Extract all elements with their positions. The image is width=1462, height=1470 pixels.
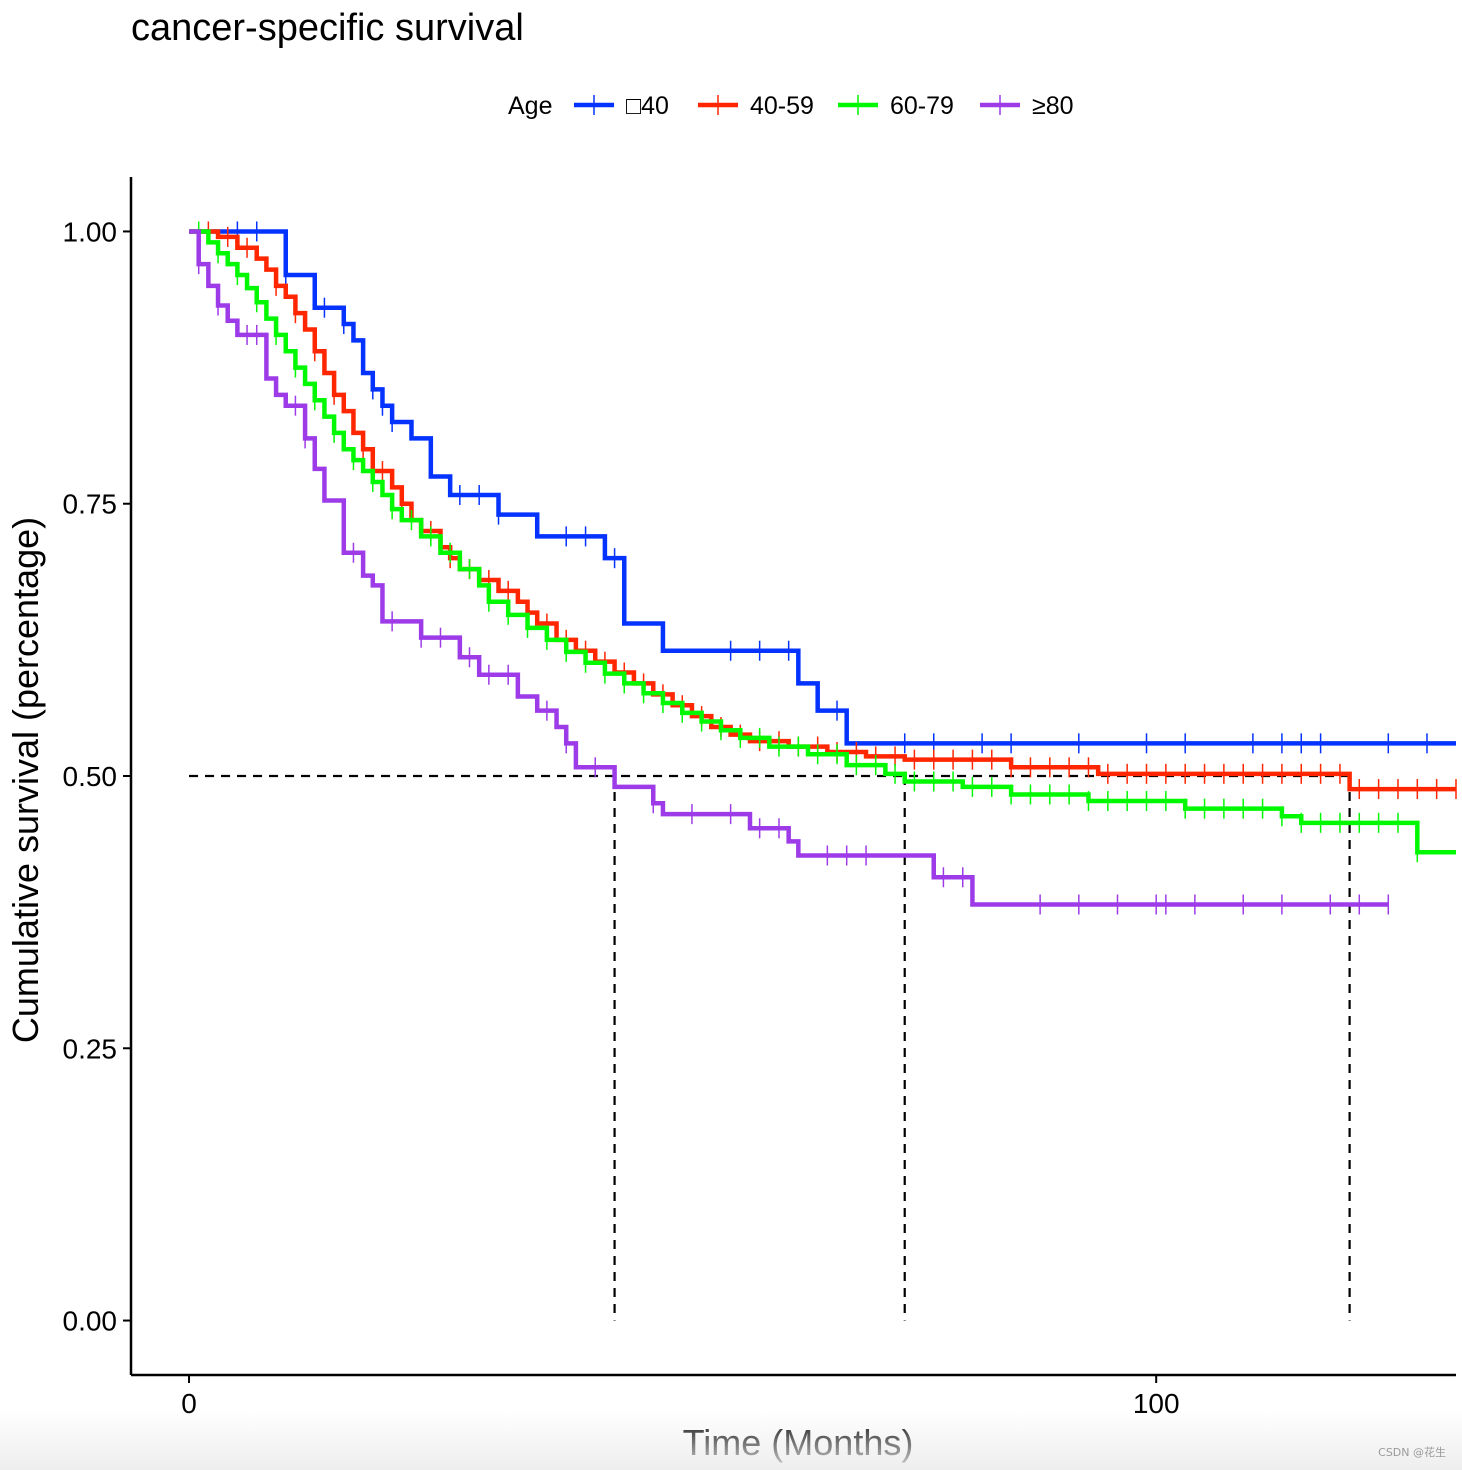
x-tick-label: 0 [181,1388,197,1419]
legend-title: Age [508,92,552,120]
survival-curve [189,229,1456,855]
y-tick-label: 0.00 [63,1306,118,1337]
y-axis-label: Cumulative survival (percentage) [5,517,46,1043]
survival-curve [189,229,1456,746]
survival-curve [189,229,1456,792]
legend: Age □40 40-59 60-79 ≥80 [508,92,1074,120]
x-tick-label: 100 [1133,1388,1180,1419]
legend-label: □40 [626,92,669,120]
legend-label: 40-59 [750,92,814,120]
legend-label: 60-79 [890,92,954,120]
y-tick-label: 0.25 [63,1033,118,1064]
series-60-79 [189,221,1456,863]
y-tick-label: 0.50 [63,761,118,792]
watermark: CSDN @花生 [1378,1446,1446,1459]
series-40 [189,221,1456,754]
series-80 [189,229,1390,915]
y-tick-label: 0.75 [63,489,118,520]
chart-title: cancer-specific survival [131,7,524,49]
y-tick-label: 1.00 [63,216,118,247]
series-group [189,221,1457,915]
x-axis-label: Time (Months) [683,1422,914,1463]
median-reference-lines [189,774,1351,1321]
survival-curve [189,229,1389,907]
axes: 0.00 0.25 0.50 0.75 1.00 0 100 [63,177,1456,1419]
legend-label: ≥80 [1032,92,1074,120]
